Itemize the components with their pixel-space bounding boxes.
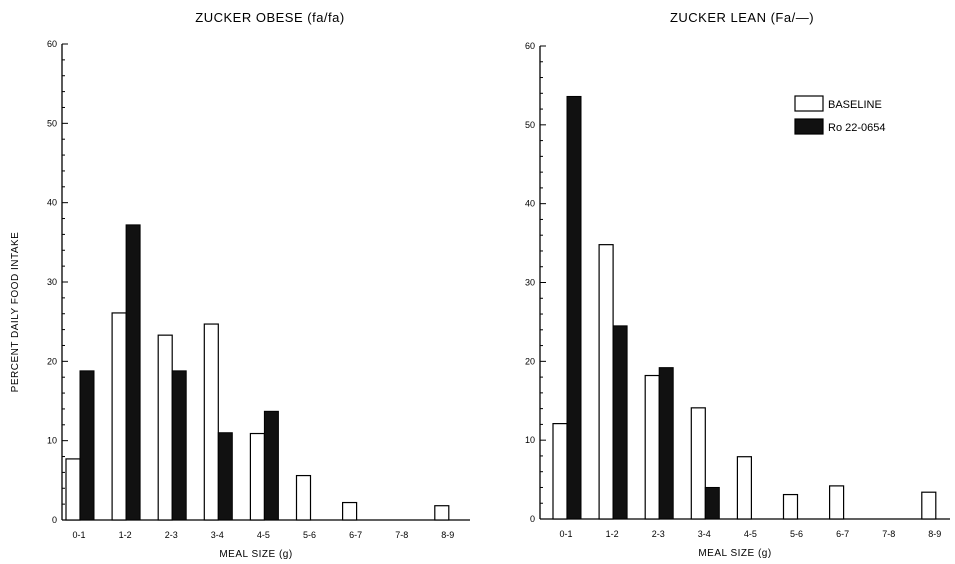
x-tick-label: 1-2: [606, 529, 619, 539]
bar-ro-1-2: [125, 224, 141, 521]
y-tick-label: 60: [47, 39, 57, 49]
x-tick-label: 0-1: [72, 530, 85, 540]
x-tick-label: 0-1: [559, 529, 572, 539]
bar-baseline-0-1: [552, 423, 568, 520]
bar-baseline-6-7: [342, 501, 358, 521]
bar-baseline-0-1: [65, 458, 81, 521]
y-tick-label: 50: [525, 120, 535, 130]
bar-baseline-2-3: [157, 334, 173, 521]
bar-baseline-1-2: [111, 312, 127, 521]
y-tick-label: 20: [47, 356, 57, 366]
bar-ro-0-1: [79, 370, 95, 521]
chart-title: ZUCKER LEAN (Fa/—): [670, 10, 814, 25]
x-tick-label: 5-6: [303, 530, 316, 540]
bar-baseline-8-9: [921, 491, 937, 520]
x-tick-label: 7-8: [882, 529, 895, 539]
x-axis-label: MEAL SIZE (g): [219, 549, 292, 560]
bar-ro-0-1: [566, 95, 582, 520]
bar-baseline-4-5: [249, 432, 265, 521]
y-tick-label: 10: [47, 436, 57, 446]
x-tick-label: 8-9: [441, 530, 454, 540]
bar-baseline-4-5: [736, 456, 753, 520]
x-tick-label: 2-3: [652, 529, 665, 539]
bar-baseline-8-9: [434, 505, 450, 521]
x-tick-label: 7-8: [395, 530, 408, 540]
y-axis-label: PERCENT DAILY FOOD INTAKE: [10, 232, 21, 393]
bar-baseline-1-2: [598, 244, 614, 520]
x-tick-label: 4-5: [257, 530, 270, 540]
x-tick-label: 6-7: [349, 530, 362, 540]
y-tick-label: 20: [525, 356, 535, 366]
bar-ro-3-4: [217, 432, 233, 521]
bar-ro-2-3: [658, 367, 674, 520]
bar-baseline-3-4: [203, 323, 219, 521]
y-tick-label: 40: [47, 198, 57, 208]
x-tick-label: 6-7: [836, 529, 849, 539]
x-tick-label: 3-4: [211, 530, 224, 540]
x-tick-label: 2-3: [165, 530, 178, 540]
x-tick-label: 5-6: [790, 529, 803, 539]
bar-ro-4-5: [263, 410, 279, 521]
chart-panel-2: ZUCKER LEAN (Fa/—) 0 10 20 30 40 50 60 0-1 1-2 2-3…: [525, 10, 950, 559]
y-tick-label: 60: [525, 41, 535, 51]
x-axis-label: MEAL SIZE (g): [698, 548, 771, 559]
chart-title: ZUCKER OBESE (fa/fa): [195, 10, 344, 25]
x-tick-label: 3-4: [698, 529, 711, 539]
y-tick-label: 10: [525, 435, 535, 445]
bar-ro-1-2: [612, 325, 628, 520]
legend-label: Ro 22-0654: [828, 122, 886, 134]
legend-label: BASELINE: [828, 99, 882, 111]
y-tick-label: 30: [525, 278, 535, 288]
bar-ro-3-4: [704, 486, 720, 520]
y-tick-label: 40: [525, 199, 535, 209]
y-tick-label: 50: [47, 118, 57, 128]
legend: BASELINE Ro 22-0654: [794, 95, 886, 135]
bar-baseline-3-4: [690, 407, 706, 520]
bar-baseline-6-7: [828, 485, 845, 520]
bar-baseline-5-6: [295, 474, 312, 521]
chart-panel-1: ZUCKER OBESE (fa/fa) 0 10 20 30 40 50 60 0-1 1-2 2…: [10, 10, 470, 560]
legend-swatch-baseline: [794, 95, 824, 112]
bar-ro-2-3: [171, 370, 187, 521]
x-tick-label: 4-5: [744, 529, 757, 539]
legend-swatch-ro: [794, 118, 824, 135]
x-tick-label: 1-2: [119, 530, 132, 540]
y-tick-label: 30: [47, 277, 57, 287]
bar-baseline-5-6: [782, 493, 799, 520]
y-tick-label: 0: [530, 514, 535, 524]
bar-baseline-2-3: [644, 374, 660, 520]
x-tick-label: 8-9: [928, 529, 941, 539]
y-tick-label: 0: [52, 515, 57, 525]
